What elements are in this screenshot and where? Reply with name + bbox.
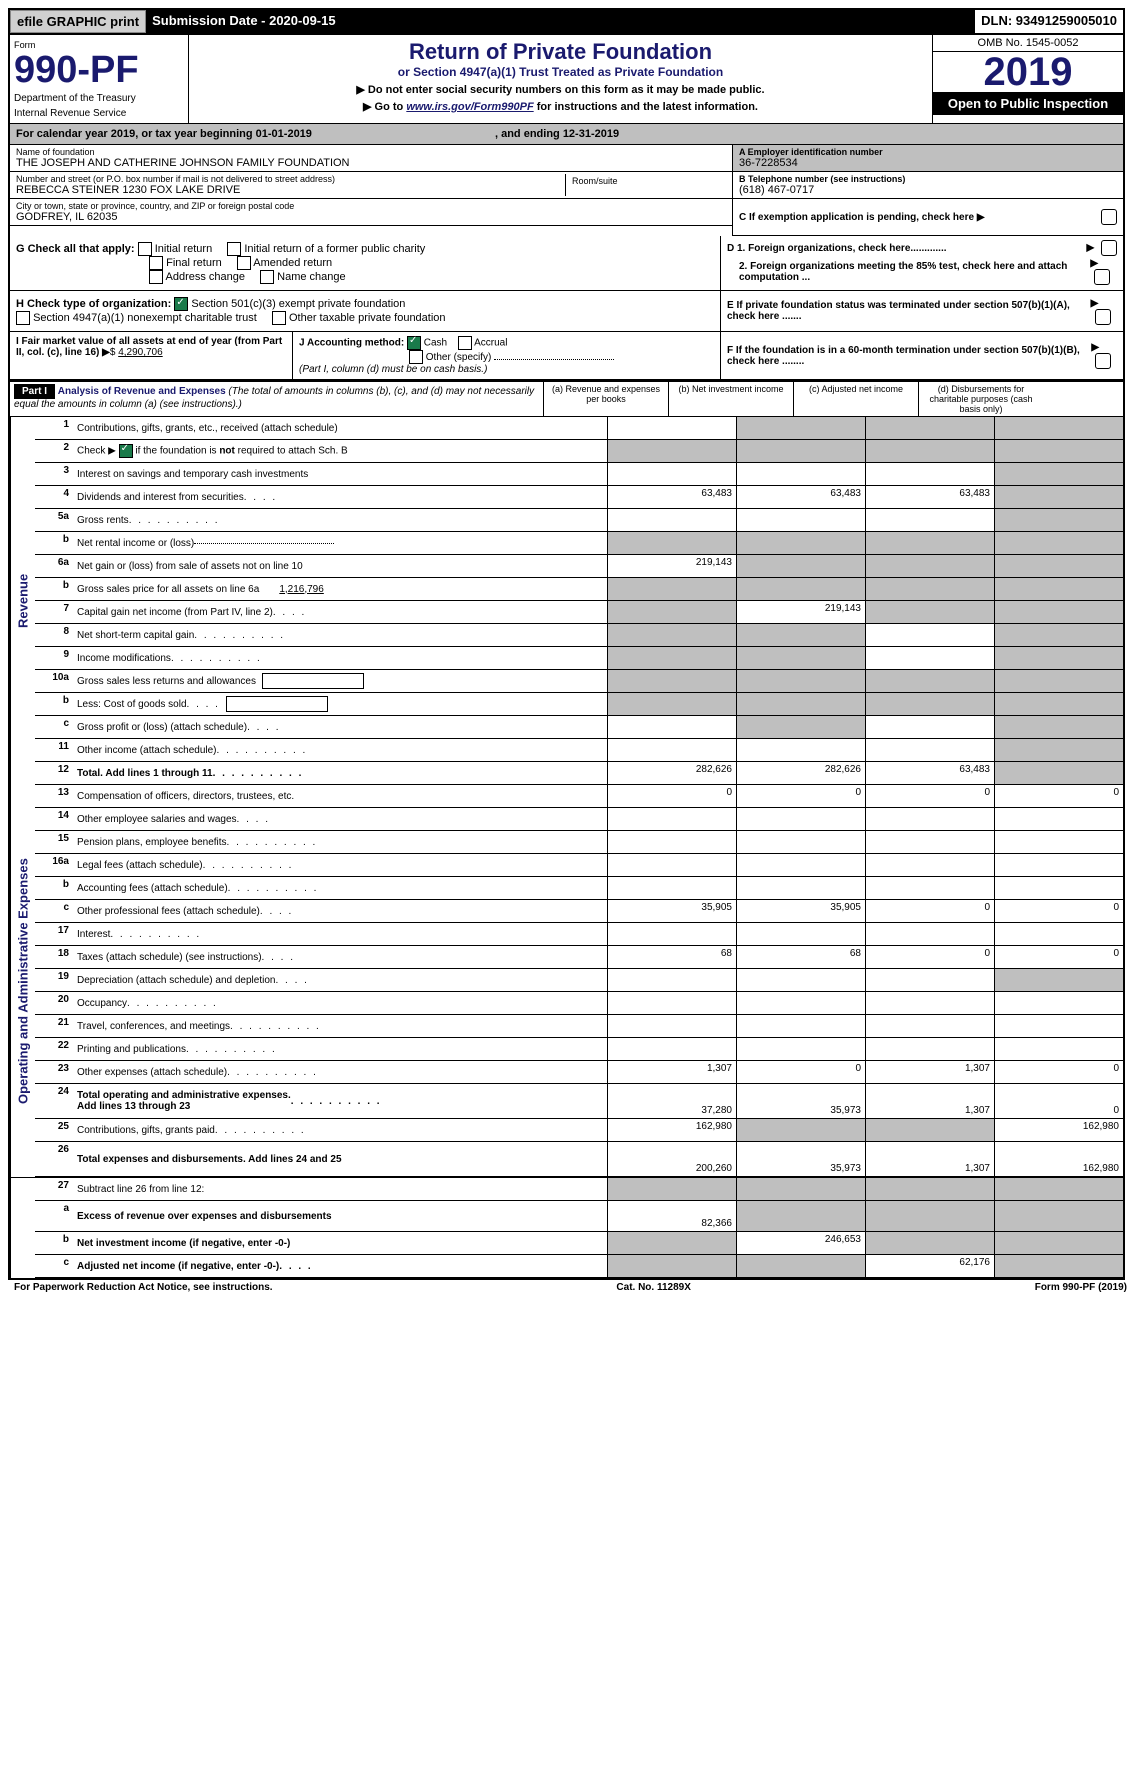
d-section: D 1. Foreign organizations, check here..… [720, 236, 1123, 290]
expenses-side-label: Operating and Administrative Expenses [10, 785, 35, 1177]
dept-treasury: Department of the Treasury [14, 93, 184, 104]
main-title: Return of Private Foundation [193, 39, 928, 65]
revenue-side-label: Revenue [10, 417, 35, 785]
footer-catno: Cat. No. 11289X [616, 1282, 690, 1293]
header-center: Return of Private Foundation or Section … [189, 35, 932, 123]
e-section: E If private foundation status was termi… [720, 291, 1123, 331]
g-initial-former-checkbox[interactable] [227, 242, 241, 256]
h-check-row: H Check type of organization: Section 50… [10, 291, 1123, 332]
c-pending-cell: C If exemption application is pending, c… [733, 199, 1123, 236]
col-d-header: (d) Disbursements for charitable purpose… [918, 382, 1043, 416]
footer-form: Form 990-PF (2019) [1035, 1282, 1127, 1293]
calendar-year-row: For calendar year 2019, or tax year begi… [10, 124, 1123, 145]
j-cash-checkbox[interactable] [407, 336, 421, 350]
page-footer: For Paperwork Reduction Act Notice, see … [8, 1280, 1129, 1295]
open-to-public: Open to Public Inspection [933, 92, 1123, 115]
revenue-section: Revenue 1Contributions, gifts, grants, e… [10, 417, 1123, 785]
form-container: efile GRAPHIC print Submission Date - 20… [8, 8, 1125, 1280]
form-number: 990-PF [14, 51, 184, 89]
g-final-return-checkbox[interactable] [149, 256, 163, 270]
efile-print-button[interactable]: efile GRAPHIC print [10, 10, 146, 33]
address-cell: Number and street (or P.O. box number if… [10, 172, 732, 199]
f-checkbox[interactable] [1095, 353, 1111, 369]
g-initial-return-checkbox[interactable] [138, 242, 152, 256]
e-checkbox[interactable] [1095, 309, 1111, 325]
h-501c3-checkbox[interactable] [174, 297, 188, 311]
d1-checkbox[interactable] [1101, 240, 1117, 256]
phone-cell: B Telephone number (see instructions) (6… [733, 172, 1123, 199]
header-left: Form 990-PF Department of the Treasury I… [10, 35, 189, 123]
h-4947-checkbox[interactable] [16, 311, 30, 325]
part1-title: Analysis of Revenue and Expenses [58, 386, 226, 397]
part1-label: Part I [14, 384, 55, 399]
fmv-row: I Fair market value of all assets at end… [10, 332, 1123, 380]
h-other-taxable-checkbox[interactable] [272, 311, 286, 325]
irs-label: Internal Revenue Service [14, 108, 184, 119]
g-amended-checkbox[interactable] [237, 256, 251, 270]
part1-header: Part I Analysis of Revenue and Expenses … [10, 380, 1123, 417]
instructions-link[interactable]: www.irs.gov/Form990PF [406, 101, 533, 113]
j-other-checkbox[interactable] [409, 350, 423, 364]
subtitle: or Section 4947(a)(1) Trust Treated as P… [193, 65, 928, 79]
instruction-2: ▶ Go to www.irs.gov/Form990PF for instru… [193, 100, 928, 113]
h-label: H Check type of organization: [16, 298, 171, 310]
c-pending-checkbox[interactable] [1101, 209, 1117, 225]
j-accrual-checkbox[interactable] [458, 336, 472, 350]
g-label: G Check all that apply: [16, 243, 135, 255]
submission-date: Submission Date - 2020-09-15 [146, 10, 975, 33]
header-right: OMB No. 1545-0052 2019 Open to Public In… [932, 35, 1123, 123]
tax-year: 2019 [933, 52, 1123, 92]
col-b-header: (b) Net investment income [668, 382, 793, 416]
line27-section: 27Subtract line 26 from line 12: aExcess… [10, 1177, 1123, 1278]
info-row: Name of foundation THE JOSEPH AND CATHER… [10, 145, 1123, 236]
ein-cell: A Employer identification number 36-7228… [733, 145, 1123, 172]
top-bar: efile GRAPHIC print Submission Date - 20… [10, 10, 1123, 35]
instruction-1: ▶ Do not enter social security numbers o… [193, 83, 928, 96]
dln: DLN: 93491259005010 [975, 10, 1123, 33]
col-c-header: (c) Adjusted net income [793, 382, 918, 416]
g-check-row: G Check all that apply: Initial return I… [10, 236, 1123, 291]
footer-left: For Paperwork Reduction Act Notice, see … [14, 1282, 273, 1293]
expenses-section: Operating and Administrative Expenses 13… [10, 785, 1123, 1177]
col-a-header: (a) Revenue and expenses per books [543, 382, 668, 416]
d2-checkbox[interactable] [1094, 269, 1110, 285]
sch-b-checkbox[interactable] [119, 444, 133, 458]
g-name-change-checkbox[interactable] [260, 270, 274, 284]
g-address-change-checkbox[interactable] [149, 270, 163, 284]
foundation-name-cell: Name of foundation THE JOSEPH AND CATHER… [10, 145, 732, 172]
header-row: Form 990-PF Department of the Treasury I… [10, 35, 1123, 124]
fmv-value: 4,290,706 [118, 347, 163, 358]
city-cell: City or town, state or province, country… [10, 199, 732, 226]
